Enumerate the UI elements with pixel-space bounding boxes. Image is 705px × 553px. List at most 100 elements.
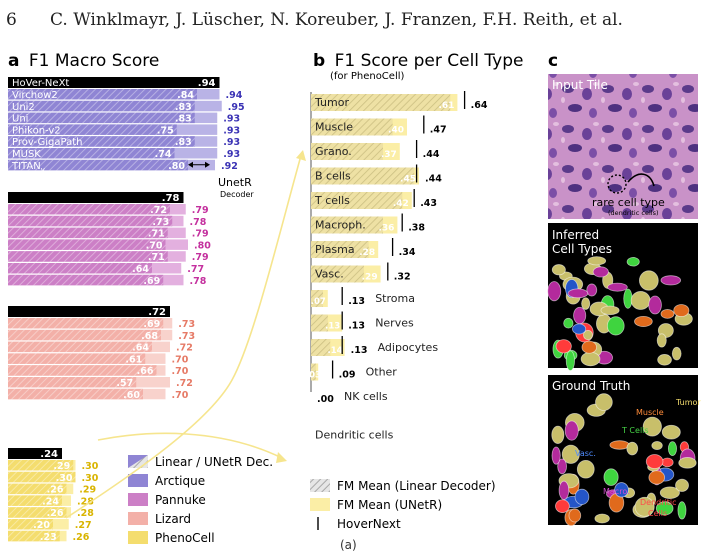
b-unetr-value-2: .37 [381,150,397,160]
unetr-value-phenocell-6: .26 [73,532,90,543]
b-hover-value-9: .13 [348,321,365,332]
cell-gtCells-14 [655,501,674,516]
b-unetr-value-11: .03 [306,371,321,381]
cell-infCells-21 [583,329,593,341]
panel-b-title: F1 Score per Cell Type [335,51,524,71]
gt-label-vasc: Vasc. [575,449,596,458]
unetr-value-arctique-2: .93 [223,114,240,125]
b-hover-value-7: .32 [394,272,411,283]
inferred-cells [547,256,693,371]
b-cell-label-6: Plasma [315,243,355,256]
hovernext-bar-pannuke [8,192,184,203]
unetr-value-pannuke-3: .80 [194,240,211,251]
model-label-2: Uni2 [12,102,35,113]
unetr-value-lizard-4: .70 [172,366,189,377]
cell-gtCells-44 [642,416,662,437]
cell-infCells-37 [592,266,609,278]
b-linear-hatch-0 [311,94,451,111]
cell-gtCells-28 [661,424,681,440]
b-hover-value-5: .38 [408,223,425,234]
linear-value-lizard-6: .60 [123,390,140,401]
linear-value-lizard-3: .61 [125,354,142,365]
b-hover-value-10: .13 [351,345,368,356]
b-linear-hatch-11 [311,363,316,381]
cell-gtCells-45 [558,480,570,500]
cell-infCells-32 [673,304,690,317]
linear-value-pannuke-6: .69 [143,276,160,287]
legend-pannuke: Pannuke [155,493,206,507]
cell-infCells-44 [657,354,672,366]
panel-a-title: F1 Macro Score [29,51,159,71]
model-label-5: Prov-GigaPath [12,137,82,148]
linear-hatch-lizard-4 [8,365,157,376]
b-hover-value-0: .64 [471,100,488,111]
unetr-value-pannuke-2: .79 [192,229,209,240]
b-linear-hatch-8 [311,290,323,307]
b-cell-label-7: Vasc. [315,268,344,281]
b-cell-label-5: Macroph. [315,219,366,232]
model-label-3: Uni [12,114,28,125]
cell-infCells-13 [639,270,659,291]
cell-infCells-20 [581,297,591,310]
panel-b-bars: Tumor .61 .64 Muscle .40 .47 Grano. .37 .44 B cel… [306,91,488,442]
linear-hatch-phenocell-3 [8,495,62,506]
cell-gtCells-29 [648,470,666,485]
rare-cell-label: rare cell type [592,196,665,209]
model-label-6: MUSK [12,149,41,160]
cell-gtCells-38 [551,446,561,465]
unetr-value-arctique-6: .92 [221,161,238,172]
cell-gtCells-30 [651,441,663,451]
unetr-value-lizard-6: .70 [172,390,189,401]
cell-gtCells-25 [678,457,697,469]
b-unetr-value-10: .14 [328,346,343,356]
page-header: 6 C. Winklmayr, J. Lüscher, N. Koreuber,… [0,0,705,40]
unetr-value-phenocell-0: .30 [82,461,99,472]
unetr-value-phenocell-2: .29 [79,485,96,496]
linear-hatch-phenocell-5 [8,519,53,530]
linear-hatch-lizard-3 [8,353,146,364]
unetr-label: UnetR [218,176,252,189]
linear-hatch-pannuke-1 [8,215,173,227]
cell-infCells-34 [547,281,562,302]
b-linear-hatch-5 [311,216,383,234]
legend-fm-linear: FM Mean (Linear Decoder) [337,479,496,493]
gt-label-macro: Macro. [603,487,630,496]
connector-arrow-to-b [65,151,303,519]
cell-infCells-40 [551,264,566,276]
legend-hovernext: HoverNext [337,517,401,531]
b-hover-value-2: .44 [423,149,440,160]
rare-cell-marker [607,174,627,194]
b-linear-hatch-3 [311,167,415,185]
linear-hatch-pannuke-4 [8,251,168,262]
figure-caption: (a) [340,538,357,552]
unetr-value-phenocell-5: .27 [75,520,92,531]
b-hover-value-3: .44 [425,174,442,185]
unetr-value-phenocell-3: .28 [77,496,94,507]
unetr-value-arctique-1: .95 [228,102,245,113]
unetr-value-arctique-0: .94 [226,90,243,101]
linear-hatch-arctique-6 [8,159,188,171]
cell-infCells-41 [607,282,628,292]
rare-cell-sublabel: (dendritic cells) [608,209,659,217]
linear-hatch-arctique-2 [8,112,195,124]
linear-value-lizard-1: .68 [141,331,158,342]
cell-infCells-5 [573,306,587,325]
cell-gtCells-42 [614,482,629,498]
cell-gtCells-33 [555,499,570,513]
cell-infCells-28 [555,339,572,354]
linear-value-arctique-5: .74 [155,149,172,160]
b-cell-label-10: Adipocytes [378,341,439,354]
cell-infCells-14 [623,288,633,309]
linear-hatch-pannuke-6 [8,274,164,286]
cell-infCells-45 [572,323,587,335]
input-tile-title: Input Tile [552,78,608,92]
linear-value-pannuke-2: .71 [148,229,165,240]
cell-gtCells-39 [594,513,610,524]
cell-infCells-0 [671,346,682,361]
b-unetr-value-9: .13 [325,322,340,332]
linear-hatch-lizard-5 [8,377,137,388]
gt-label-cells: Cells [648,509,667,518]
panel-a: a F1 Macro Score .94 HoVer-NeXt .84 .94 Virc… [8,51,306,545]
b-linear-hatch-4 [311,192,403,209]
linear-value-arctique-1: .83 [175,102,192,113]
